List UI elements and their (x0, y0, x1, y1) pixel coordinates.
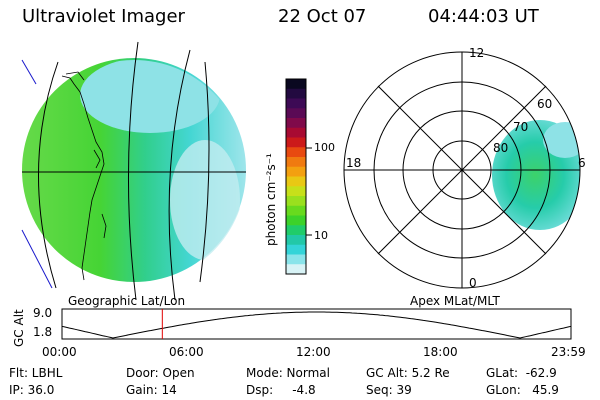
altitude-axis-label: GC Alt (12, 309, 26, 347)
status-door: Door: Open (126, 366, 195, 380)
mlat-label-60: 60 (537, 97, 553, 111)
colorbar-swatch (286, 244, 306, 255)
colorbar-tick-10: 10 (314, 229, 328, 242)
colorbar-swatch (286, 157, 306, 168)
mlt-label-18: 18 (346, 156, 362, 170)
mlat-label-80: 80 (493, 141, 509, 155)
colorbar-swatch (286, 225, 306, 236)
time-label: 04:44:03 UT (428, 6, 539, 27)
coastline (61, 71, 107, 281)
mlt-label-12: 12 (469, 46, 485, 60)
date-label: 22 Oct 07 (278, 6, 367, 27)
colorbar-swatch (286, 205, 306, 216)
geo-grid-lines (22, 41, 246, 301)
instrument-title: Ultraviolet Imager (22, 6, 185, 27)
polar-panel-caption: Apex MLat/MLT (410, 294, 500, 308)
status-mode: Mode: Normal (246, 366, 330, 380)
colorbar-swatch (286, 88, 306, 99)
colorbar-swatch (286, 98, 306, 109)
colorbar-swatch (286, 166, 306, 177)
colorbar-swatch (286, 186, 306, 197)
colorbar-swatch (286, 176, 306, 187)
x-tick-1200: 12:00 (296, 345, 331, 359)
colorbar-swatch (286, 254, 306, 265)
status-flt: Flt: LBHL (9, 366, 63, 380)
geo-emission-disk (22, 58, 246, 282)
status-seq: Seq: 39 (366, 383, 412, 397)
x-tick-1800: 18:00 (423, 345, 458, 359)
status-dsp: Dsp: -4.8 (246, 383, 316, 397)
x-tick-0000: 00:00 (42, 345, 77, 359)
alt-tick-9: 9.0 (33, 306, 53, 320)
colorbar-swatch (286, 118, 306, 129)
colorbar-swatch (286, 215, 306, 226)
status-ip: IP: 36.0 (9, 383, 55, 397)
mlt-label-6: 6 (578, 156, 586, 170)
geo-panel-caption: Geographic Lat/Lon (68, 294, 186, 308)
status-gain: Gain: 14 (126, 383, 177, 397)
colorbar-tick-100: 100 (314, 141, 335, 154)
alt-tick-1-8: 1.8 (33, 325, 53, 339)
polar-grid (343, 51, 581, 289)
colorbar-swatch (286, 264, 306, 275)
colorbar-swatch (286, 79, 306, 90)
mlat-label-70: 70 (513, 120, 529, 134)
altitude-curve (61, 311, 572, 339)
status-glat: GLat: -62.9 (486, 366, 557, 380)
mlt-label-0: 0 (469, 276, 477, 290)
colorbar-swatch (286, 137, 306, 148)
map-border-line (21, 229, 53, 289)
colorbar-swatch (286, 108, 306, 119)
x-tick-2359: 23:59 (551, 345, 586, 359)
colorbar-swatch (286, 235, 306, 246)
x-tick-0600: 06:00 (169, 345, 204, 359)
colorbar-swatch (286, 127, 306, 138)
status-glon: GLon: 45.9 (486, 383, 559, 397)
colorbar-swatch (286, 147, 306, 158)
status-gc-alt: GC Alt: 5.2 Re (366, 366, 450, 380)
colorbar-swatch (286, 196, 306, 207)
